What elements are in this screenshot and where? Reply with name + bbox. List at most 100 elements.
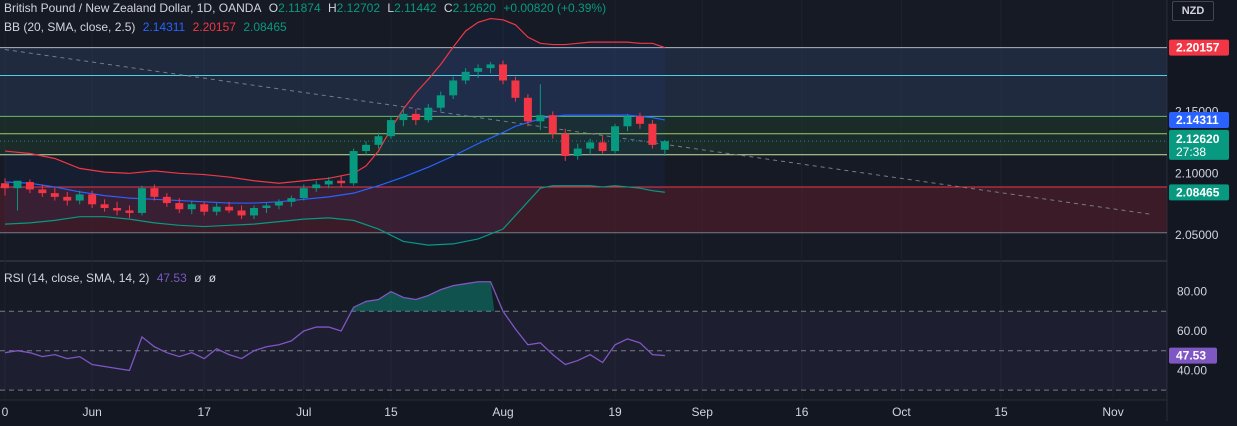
candle[interactable] (598, 142, 607, 152)
candle[interactable] (200, 204, 209, 212)
candle[interactable] (312, 184, 321, 189)
candle[interactable] (561, 133, 570, 156)
candle[interactable] (424, 107, 433, 121)
rsi-title: RSI (14, close, SMA, 14, 2) (4, 271, 150, 285)
trend-line[interactable] (4, 49, 1151, 215)
candle[interactable] (611, 126, 620, 152)
open-value: 2.11874 (278, 1, 321, 15)
candle[interactable] (150, 188, 159, 197)
candle[interactable] (449, 80, 458, 96)
candle[interactable] (13, 180, 22, 189)
price-zone[interactable] (0, 47, 1167, 117)
close-label: C (443, 1, 453, 15)
bb-basis-value: 2.14311 (142, 20, 186, 34)
candle[interactable] (523, 97, 532, 122)
candle[interactable] (250, 208, 258, 216)
close-value: 2.12620 (452, 1, 496, 15)
time-axis-label: 19 (608, 405, 622, 419)
candle[interactable] (461, 71, 470, 81)
candle[interactable] (374, 136, 383, 145)
rsi-tick-label: 40.00 (1177, 363, 1207, 377)
price-zone[interactable] (0, 186, 1167, 233)
candle[interactable] (75, 194, 84, 201)
time-axis-label: 17 (198, 405, 212, 419)
time-axis-label: Jul (296, 405, 311, 419)
candle[interactable] (623, 116, 632, 127)
candle[interactable] (399, 113, 408, 121)
rsi-legend[interactable]: RSI (14, close, SMA, 14, 2) 47.53 ø ø (4, 271, 220, 285)
rsi-pane[interactable] (0, 262, 1167, 400)
bb-upper-value: 2.20157 (192, 20, 236, 34)
candle[interactable] (262, 205, 271, 208)
candle[interactable] (299, 188, 308, 199)
rsi-extra-2: ø (208, 271, 217, 285)
candle[interactable] (648, 123, 657, 145)
candle[interactable] (474, 68, 483, 72)
candle[interactable] (125, 210, 134, 213)
rsi-badge[interactable] (1169, 347, 1217, 364)
candle[interactable] (1, 183, 9, 189)
last-price-badge[interactable] (1169, 129, 1229, 160)
time-axis-label: Aug (492, 405, 513, 419)
time-axis-label: Jun (82, 405, 101, 419)
time-axis-label: Sep (692, 405, 714, 419)
candle[interactable] (436, 95, 445, 108)
low-value: 2.11442 (394, 1, 437, 15)
upper-band-badge[interactable] (1169, 39, 1229, 56)
high-label: H (327, 1, 337, 15)
high-value: 2.12702 (336, 1, 381, 15)
time-axis-label: 16 (795, 405, 809, 419)
candle[interactable] (212, 206, 221, 212)
candle[interactable] (225, 206, 234, 211)
candle[interactable] (113, 208, 122, 211)
candle[interactable] (274, 201, 283, 206)
rsi-tick-label: 80.00 (1177, 285, 1207, 299)
candle[interactable] (88, 194, 97, 205)
basis-badge-label: 2.14311 (1176, 113, 1219, 127)
upper-band-badge-label: 2.20157 (1176, 41, 1220, 55)
rsi-value: 47.53 (156, 271, 187, 285)
candle[interactable] (362, 144, 371, 152)
candle[interactable] (573, 148, 582, 156)
candle[interactable] (100, 204, 109, 208)
candle[interactable] (411, 113, 420, 121)
candle[interactable] (586, 142, 595, 149)
candle[interactable] (324, 180, 333, 185)
candle[interactable] (137, 188, 146, 213)
time-axis-label: Nov (1102, 405, 1123, 419)
candle[interactable] (635, 116, 644, 124)
rsi-line[interactable] (4, 281, 665, 372)
time-axis-label: Oct (892, 405, 911, 419)
candle[interactable] (237, 210, 246, 216)
candle[interactable] (660, 141, 669, 150)
candle[interactable] (25, 182, 34, 190)
candle[interactable] (536, 115, 545, 122)
candle[interactable] (187, 204, 196, 210)
candle[interactable] (486, 64, 495, 69)
candle[interactable] (349, 151, 358, 184)
rsi-overbought-fill (349, 281, 495, 312)
rsi-extra-1: ø (194, 271, 202, 285)
candle[interactable] (386, 120, 395, 137)
price-zone[interactable] (0, 116, 1167, 155)
change-value: +0.00820 (+0.39%) (503, 1, 607, 15)
candle[interactable] (287, 198, 296, 202)
symbol-title[interactable]: British Pound / New Zealand Dollar, 1D, … (4, 1, 262, 15)
candle[interactable] (175, 203, 184, 210)
candle[interactable] (63, 196, 72, 201)
candle[interactable] (499, 64, 507, 81)
candle[interactable] (511, 80, 520, 98)
candle[interactable] (548, 115, 557, 134)
candle[interactable] (38, 189, 47, 194)
main-legend: British Pound / New Zealand Dollar, 1D, … (4, 1, 610, 15)
candle[interactable] (50, 193, 59, 197)
candle[interactable] (162, 196, 171, 204)
lower-band-badge[interactable] (1169, 184, 1229, 201)
currency-selector[interactable]: NZD (1172, 1, 1214, 21)
bb-lower-value: 2.08465 (243, 20, 287, 34)
candle[interactable] (337, 180, 346, 184)
basis-badge[interactable] (1169, 111, 1229, 128)
bb-legend[interactable]: BB (20, SMA, close, 2.5) 2.14311 2.20157… (4, 20, 291, 34)
